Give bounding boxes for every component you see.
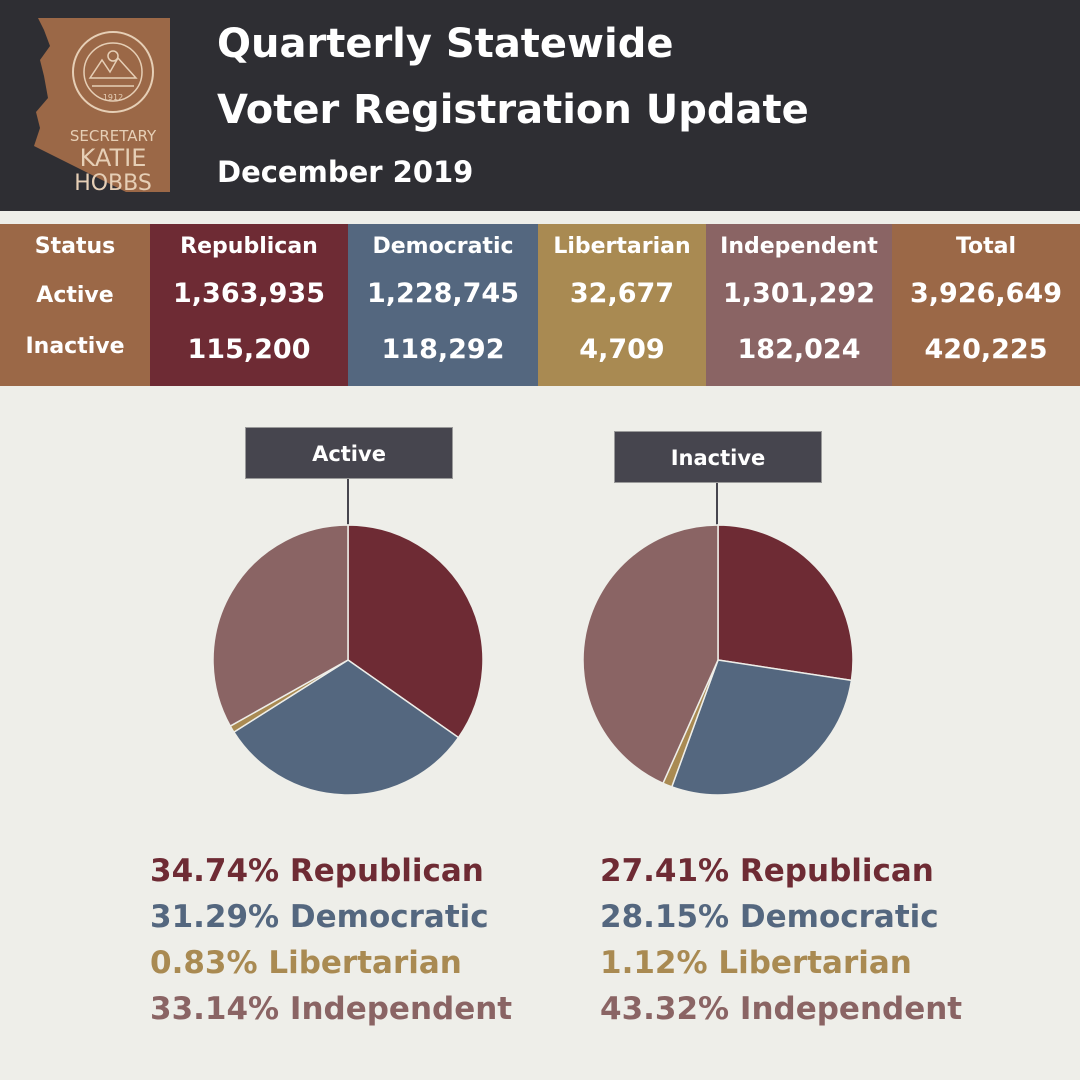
republican-inactive: 115,200 xyxy=(187,334,311,365)
active-chart-title: Active xyxy=(245,427,453,479)
pie-slice-independent xyxy=(582,524,719,785)
arizona-state-logo: 1912 SECRETARY KATIE HOBBS xyxy=(34,18,170,194)
pie-slice-independent xyxy=(212,524,349,728)
pie-slice-republican xyxy=(717,524,854,682)
total-column: Total 3,926,649 420,225 xyxy=(892,224,1080,386)
logo-line-secretary: SECRETARY xyxy=(70,127,157,145)
legend-item: 1.12% Libertarian xyxy=(600,945,912,981)
inactive-legend: 27.41% Republican 28.15% Democratic 1.12… xyxy=(600,848,962,1032)
header-banner: 1912 SECRETARY KATIE HOBBS Quarterly Sta… xyxy=(0,0,1080,211)
independent-inactive: 182,024 xyxy=(737,334,861,365)
report-date: December 2019 xyxy=(217,155,474,189)
logo-line-hobbs: HOBBS xyxy=(74,171,152,194)
independent-active: 1,301,292 xyxy=(722,278,876,309)
libertarian-header: Libertarian xyxy=(553,234,691,259)
libertarian-inactive: 4,709 xyxy=(579,334,665,365)
title-line-1: Quarterly Statewide xyxy=(217,21,674,67)
legend-item: 28.15% Democratic xyxy=(600,899,939,935)
legend-item: 34.74% Republican xyxy=(150,853,484,889)
row-label-active: Active xyxy=(36,283,114,308)
inactive-pie-chart xyxy=(582,524,854,796)
pie-slice-republican xyxy=(347,524,484,739)
seal-year: 1912 xyxy=(103,93,123,102)
legend-item: 31.29% Democratic xyxy=(150,899,489,935)
inactive-title-stem xyxy=(716,483,718,529)
row-label-inactive: Inactive xyxy=(25,334,125,359)
active-legend: 34.74% Republican 31.29% Democratic 0.83… xyxy=(150,848,512,1032)
total-inactive: 420,225 xyxy=(924,334,1048,365)
legend-item: 43.32% Independent xyxy=(600,991,963,1027)
legend-item: 27.41% Republican xyxy=(600,853,934,889)
democratic-header: Democratic xyxy=(372,234,514,259)
democratic-inactive: 118,292 xyxy=(381,334,505,365)
independent-column: Independent 1,301,292 182,024 xyxy=(706,224,892,386)
active-pie-chart xyxy=(212,524,484,796)
total-header: Total xyxy=(955,234,1017,259)
libertarian-column: Libertarian 32,677 4,709 xyxy=(538,224,706,386)
legend-item: 0.83% Libertarian xyxy=(150,945,462,981)
logo-line-katie: KATIE xyxy=(80,144,147,172)
pie-slice-democratic xyxy=(670,659,853,796)
pie-slice-democratic xyxy=(232,659,460,796)
state-seal-icon: 1912 xyxy=(72,31,154,113)
status-column: Status Active Inactive xyxy=(0,224,150,386)
active-title-stem xyxy=(347,479,349,529)
republican-column: Republican 1,363,935 115,200 xyxy=(150,224,348,386)
total-active: 3,926,649 xyxy=(909,278,1063,309)
republican-header: Republican xyxy=(180,234,318,259)
status-header: Status xyxy=(34,234,116,259)
democratic-column: Democratic 1,228,745 118,292 xyxy=(348,224,538,386)
title-line-2: Voter Registration Update xyxy=(217,87,809,133)
legend-item: 33.14% Independent xyxy=(150,991,513,1027)
republican-active: 1,363,935 xyxy=(172,278,326,309)
inactive-chart-title: Inactive xyxy=(614,431,822,483)
registration-table: Status Active Inactive Republican 1,363,… xyxy=(0,224,1080,386)
independent-header: Independent xyxy=(720,234,878,259)
libertarian-active: 32,677 xyxy=(569,278,675,309)
arizona-state-shape xyxy=(34,18,170,192)
democratic-active: 1,228,745 xyxy=(366,278,520,309)
